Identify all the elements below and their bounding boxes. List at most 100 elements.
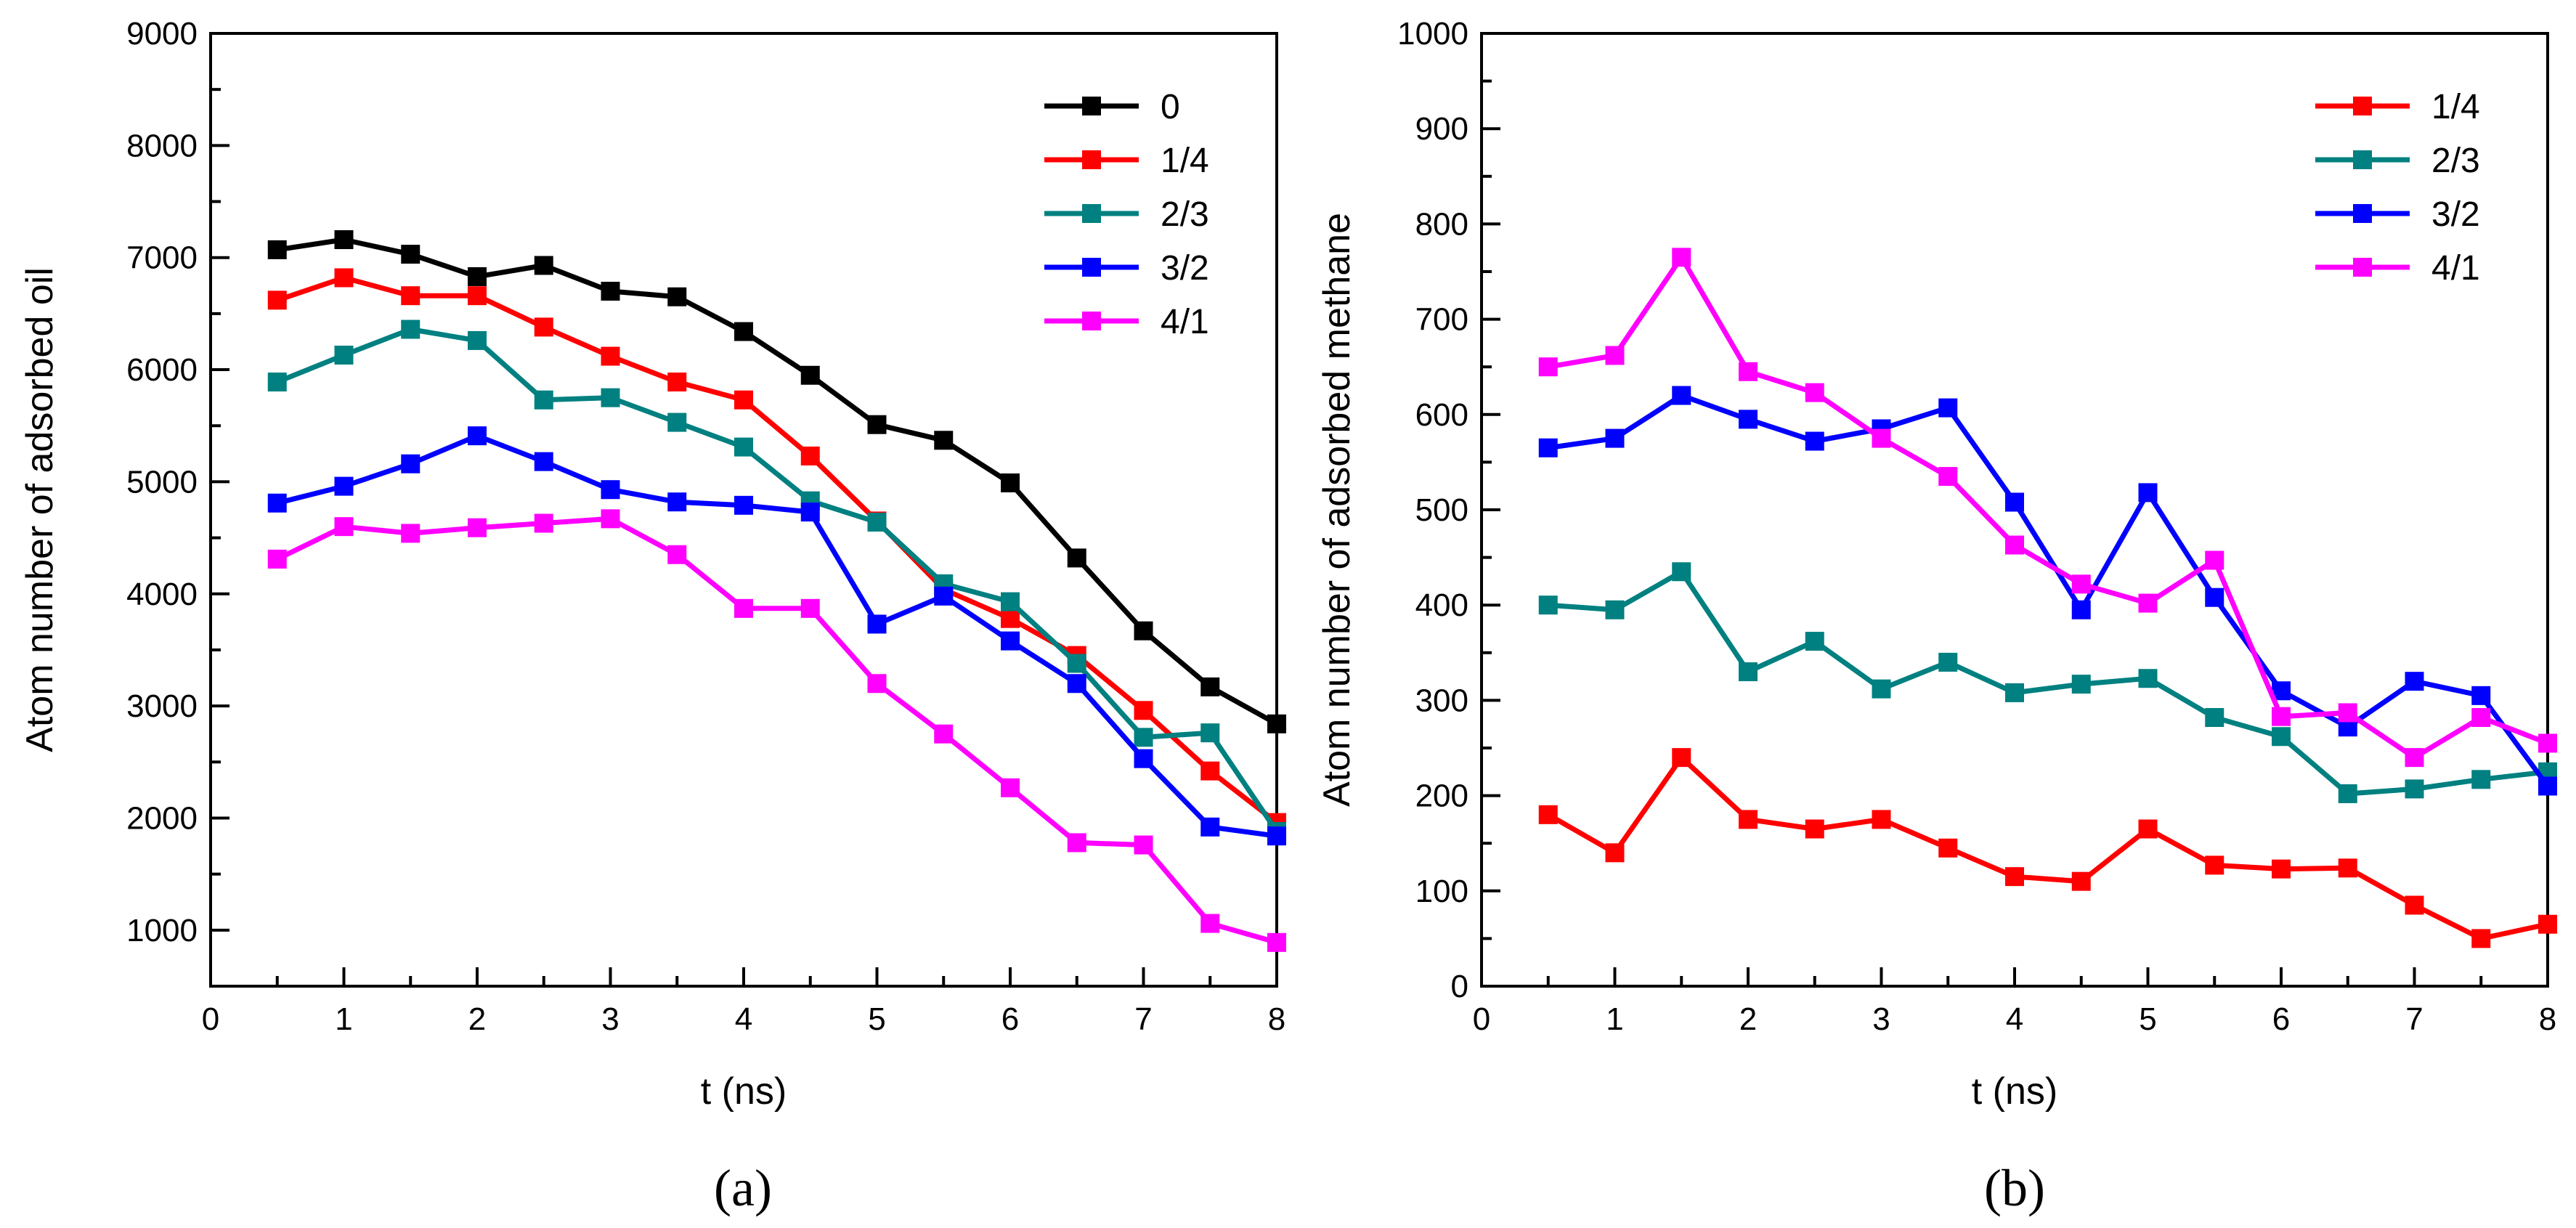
x-tick-label: 0: [1473, 1001, 1490, 1037]
data-point: [534, 513, 553, 533]
panel-a-chart: 0 1 2 3 4 5 6 7 8 1000 2000 3000 4000 5000 6000 7000 800…: [19, 16, 1286, 1217]
y-tick-label: 5000: [126, 464, 198, 500]
data-point: [1134, 835, 1153, 855]
y-tick-label: 3000: [126, 688, 198, 724]
y-tick-label: 200: [1415, 778, 1468, 814]
data-point: [401, 524, 420, 543]
y-tick-label: 600: [1415, 397, 1468, 433]
data-point: [734, 322, 753, 341]
data-point: [1872, 679, 1891, 699]
legend-label: 3/2: [2431, 195, 2480, 234]
x-axis-label: t (ns): [701, 1070, 787, 1113]
data-point: [734, 437, 753, 457]
data-point: [734, 495, 753, 515]
data-point: [1067, 548, 1086, 568]
y-tick-label: 9000: [126, 16, 198, 52]
y-tick-label: 100: [1415, 874, 1468, 909]
legend-label: 2/3: [1161, 195, 1209, 234]
data-point: [1739, 362, 1758, 381]
data-point: [1938, 398, 1958, 418]
x-tick-label: 3: [601, 1001, 619, 1037]
data-point: [1739, 410, 1758, 429]
data-point: [267, 290, 287, 310]
x-tick-label: 0: [202, 1001, 219, 1037]
data-point: [1200, 817, 1220, 837]
data-point: [1605, 346, 1625, 365]
data-point: [2272, 859, 2291, 879]
y-tick-label: 4000: [126, 577, 198, 612]
data-point: [601, 480, 620, 500]
data-point: [2272, 727, 2291, 747]
data-point: [2538, 733, 2557, 753]
data-point: [2405, 748, 2424, 768]
legend-label: 1/4: [2431, 88, 2480, 126]
panel-b-chart: 0 1 2 3 4 5 6 7 8 0 100 200 300 400 500 600 700 800 900 100…: [1316, 16, 2557, 1217]
legend-swatch-marker: [2353, 97, 2372, 115]
data-point: [2338, 703, 2357, 723]
data-point: [934, 586, 954, 606]
data-point: [934, 431, 954, 450]
data-point: [468, 267, 487, 286]
data-point: [667, 373, 687, 392]
data-point: [1067, 674, 1086, 694]
legend-label: 3/2: [1161, 249, 1209, 288]
series-1-4: [267, 268, 1286, 832]
data-point: [2471, 708, 2491, 728]
x-tick-label: 1: [335, 1001, 352, 1037]
data-point: [2005, 535, 2024, 555]
data-point: [1538, 595, 1558, 615]
data-point: [1134, 621, 1153, 641]
data-point: [2338, 784, 2357, 803]
legend-swatch-marker: [2353, 150, 2372, 169]
data-point: [1805, 431, 1824, 451]
data-point: [934, 724, 954, 744]
data-point: [2005, 867, 2024, 887]
x-tick-label: 6: [1001, 1001, 1019, 1037]
data-point: [800, 446, 820, 465]
y-tick-label: 7000: [126, 240, 198, 276]
data-point: [2138, 593, 2158, 613]
x-tick-label: 4: [735, 1001, 752, 1037]
data-point: [2071, 574, 2091, 594]
y-tick-label: 1000: [126, 913, 198, 948]
data-point: [2071, 600, 2091, 619]
legend-label: 2/3: [2431, 142, 2480, 180]
data-point: [1001, 609, 1020, 628]
data-point: [1001, 778, 1020, 797]
data-point: [800, 503, 820, 522]
x-tick-label: 2: [468, 1001, 486, 1037]
legend-swatch-marker: [2353, 258, 2372, 277]
series-1-4: [1538, 748, 2557, 948]
data-point: [601, 509, 620, 529]
y-tick-label: 2000: [126, 800, 198, 836]
data-point: [1805, 819, 1824, 839]
series-line: [1548, 254, 2549, 760]
y-tick-label: 8000: [126, 128, 198, 163]
x-tick-label: 5: [868, 1001, 885, 1037]
data-point: [1605, 428, 1625, 448]
legend-swatch-marker: [1082, 204, 1101, 223]
data-point: [2471, 929, 2491, 948]
data-point: [2272, 707, 2291, 726]
data-point: [1001, 473, 1020, 492]
x-tick-label: 8: [1268, 1001, 1285, 1037]
series-4-1: [1538, 248, 2557, 768]
data-point: [534, 452, 553, 471]
data-point: [534, 390, 553, 410]
data-point: [267, 373, 287, 392]
data-point: [734, 598, 753, 618]
series-4-1: [267, 509, 1286, 952]
data-point: [1672, 748, 1691, 768]
data-point: [667, 492, 687, 512]
y-axis-label: Atom number of adsorbed oil: [19, 267, 61, 752]
data-point: [2538, 914, 2557, 934]
data-point: [601, 282, 620, 301]
data-point: [2005, 492, 2024, 512]
data-point: [468, 426, 487, 446]
legend: 1/4 2/3 3/2 4/1: [2315, 88, 2480, 288]
legend-swatch-marker: [1082, 312, 1101, 330]
data-point: [1267, 932, 1286, 952]
y-tick-label: 800: [1415, 206, 1468, 242]
data-point: [2071, 675, 2091, 694]
data-point: [2205, 587, 2224, 607]
